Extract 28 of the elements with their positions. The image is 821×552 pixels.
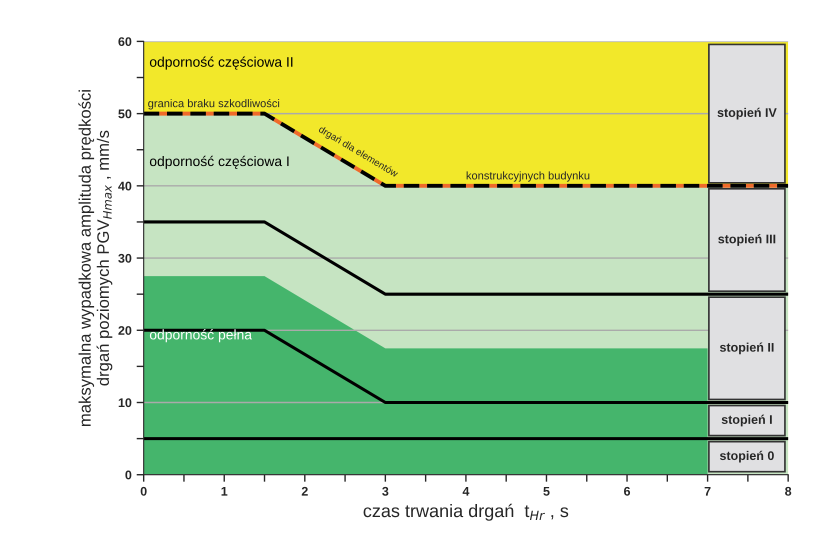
x-tick-label: 2 <box>302 486 308 496</box>
x-tick-label: 0 <box>140 486 147 496</box>
x-tick-label: 6 <box>624 486 630 496</box>
x-tick-label: 7 <box>704 486 711 496</box>
x-tick-label: 8 <box>785 486 792 496</box>
series-label: odporność pełna <box>150 329 252 342</box>
y-tick-label: 50 <box>118 109 132 118</box>
x-tick-label: 4 <box>462 486 470 496</box>
annotation: stopień 0 <box>720 450 774 463</box>
annotation: stopień I <box>722 414 772 426</box>
x-tick-label: 1 <box>222 486 228 496</box>
y-tick-label: 10 <box>118 398 132 408</box>
annotation: stopień III <box>718 234 776 246</box>
y-tick-label: 30 <box>118 254 132 263</box>
y-axis-title: maksymalna wypadkowa amplituda prędkości drgań poziomych PGV$_{Hmax}$ , mm/s <box>78 90 112 426</box>
x-tick-label: 3 <box>382 486 388 496</box>
annotation: stopień IV <box>717 108 777 120</box>
series-label: odporność częściowa II <box>150 56 292 70</box>
y-tick-label: 40 <box>118 182 132 190</box>
y-tick-label: 0 <box>125 470 132 480</box>
x-tick-label: 5 <box>543 486 550 496</box>
y-tick-label: 20 <box>118 326 132 335</box>
annotation: konstrukcyjnych budynku <box>466 171 590 182</box>
annotation: granica braku szkodliwości <box>148 98 280 110</box>
series-label: odporność częściowa I <box>150 156 289 169</box>
annotation: stopień II <box>720 342 774 354</box>
x-axis-title: czas trwania drgań t$_{Hr}$ , s <box>364 504 568 521</box>
y-tick-label: 60 <box>118 37 132 46</box>
